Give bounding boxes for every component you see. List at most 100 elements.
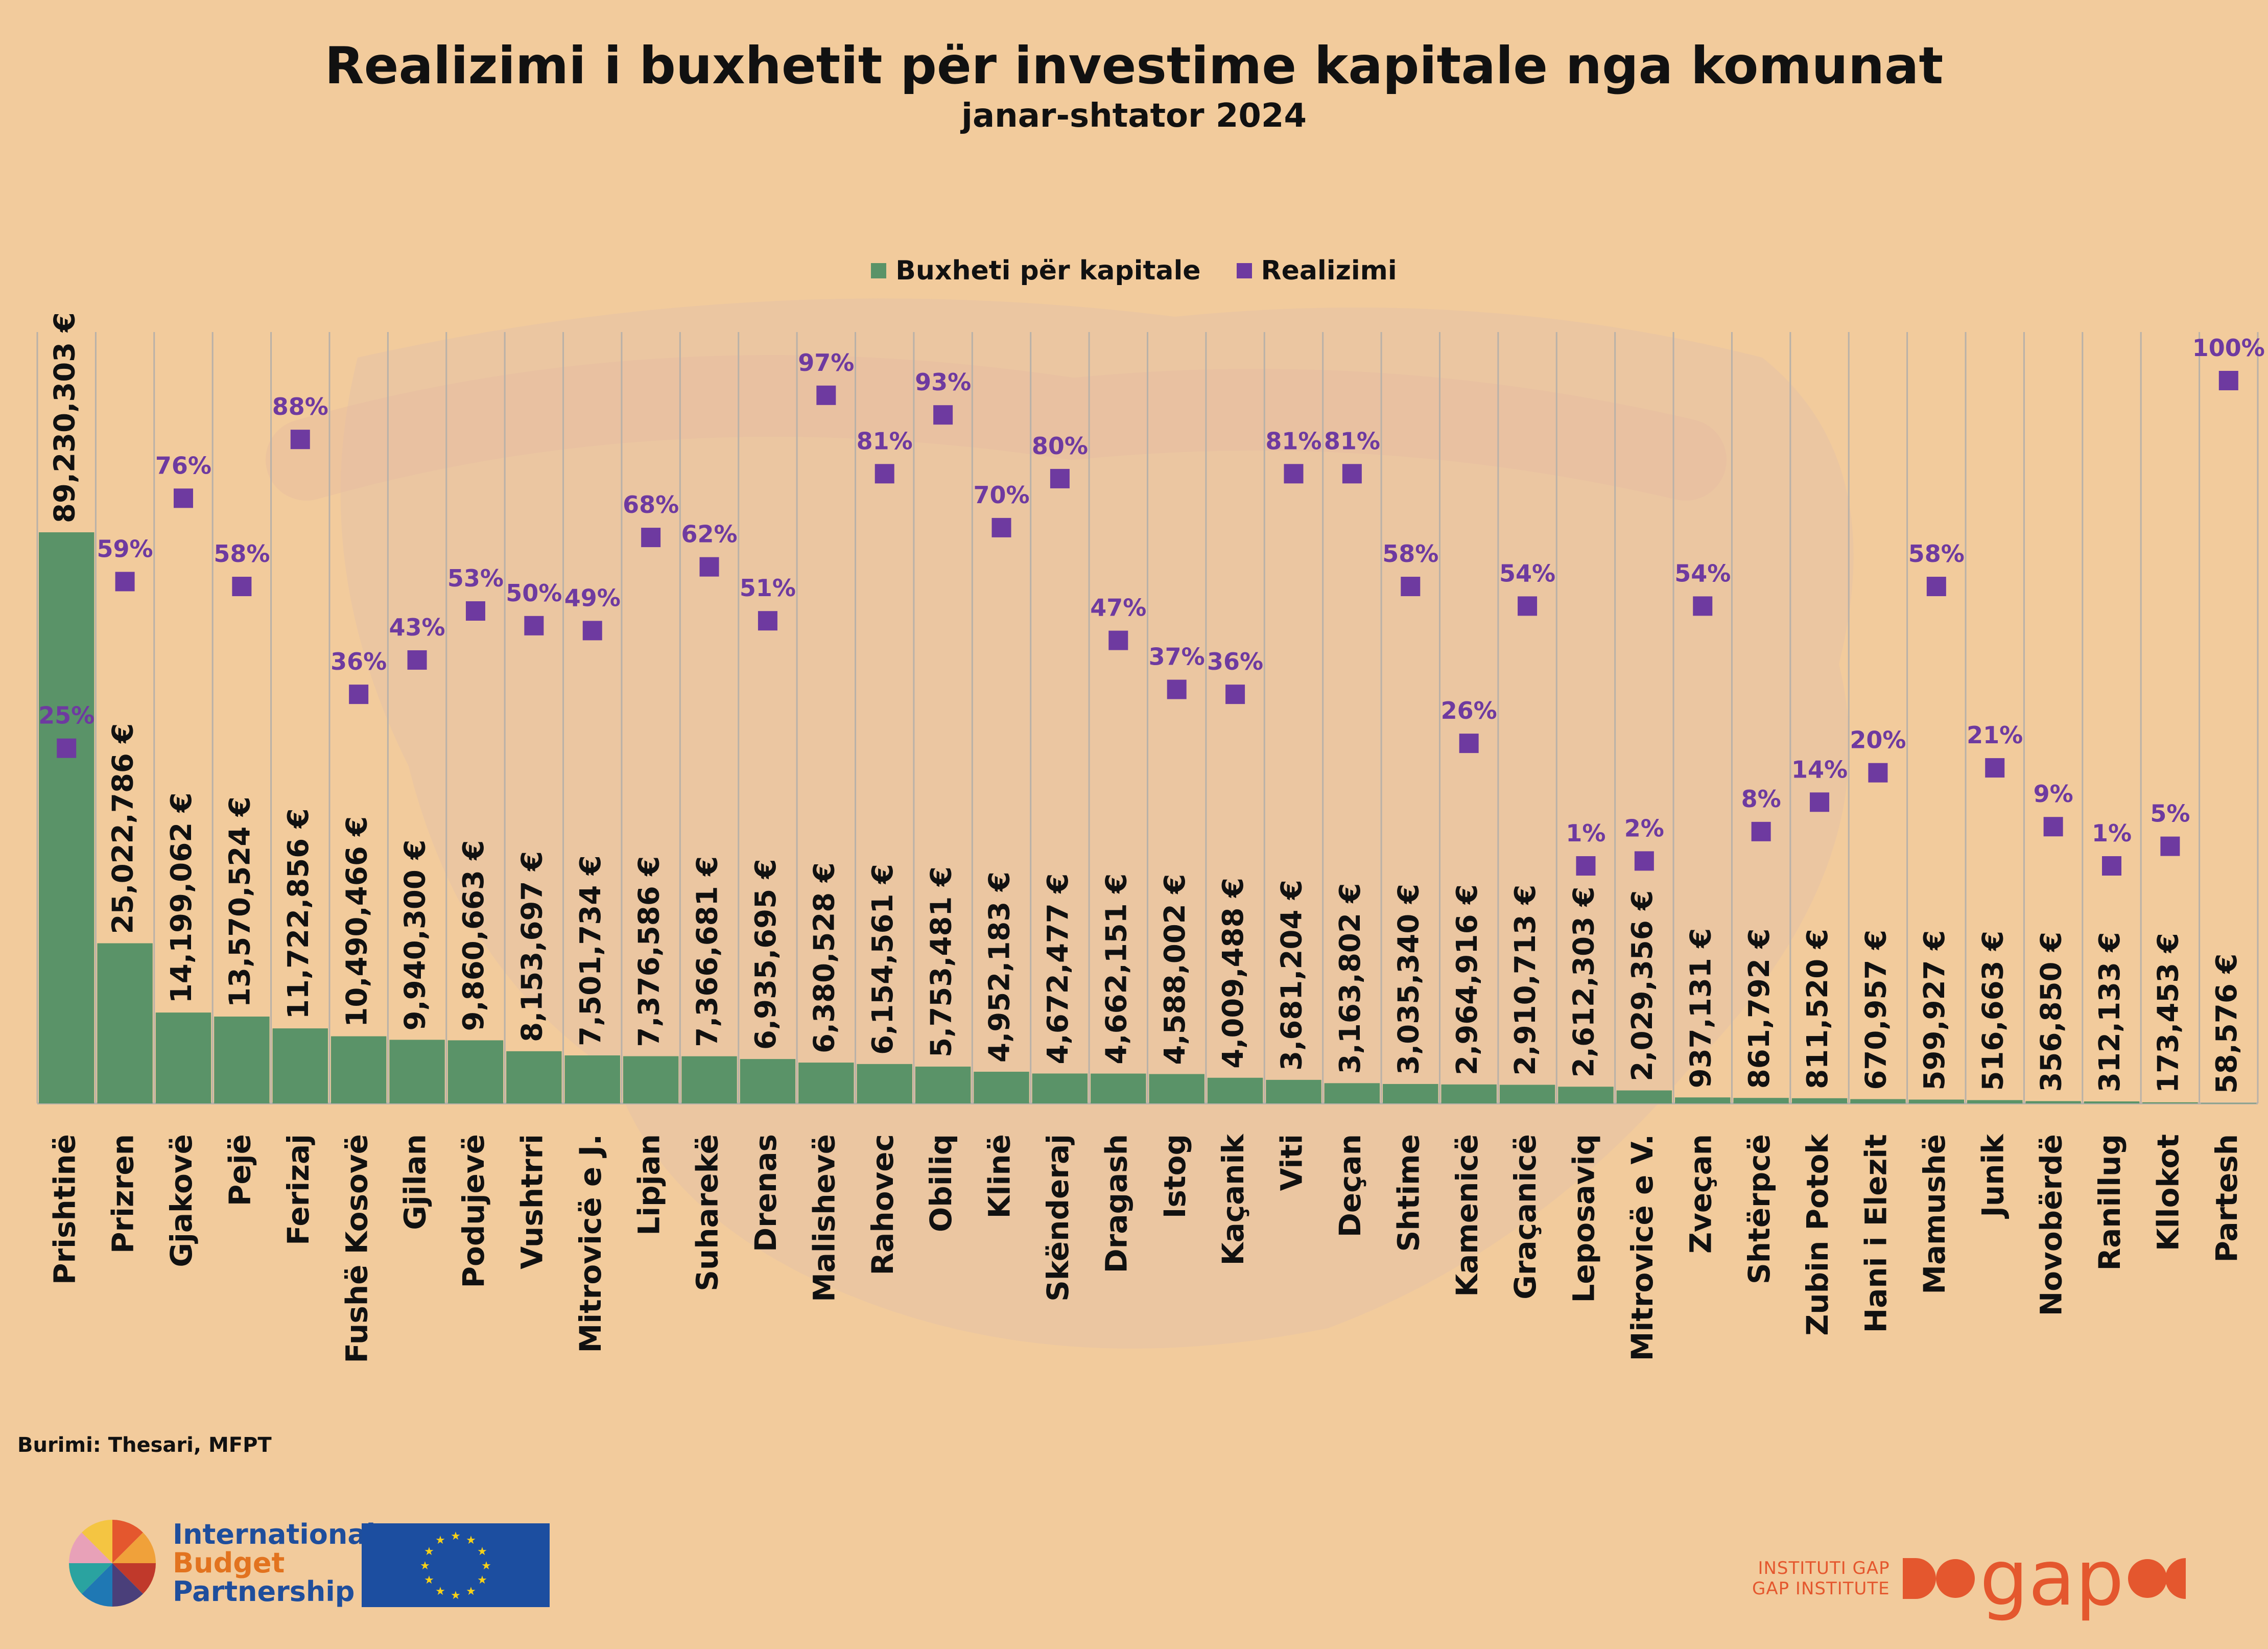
bar-value-label: 9,940,300 €: [399, 840, 432, 1031]
bar-25: [1499, 1085, 1555, 1103]
realization-label: 26%: [1441, 697, 1497, 724]
realization-point-36: [2160, 836, 2180, 856]
bar-value-label: 11,722,856 €: [282, 808, 315, 1019]
realization-label: 62%: [681, 521, 737, 548]
svg-text:★: ★: [477, 1545, 487, 1558]
category-label: Zveçan: [1683, 1134, 1718, 1254]
bar-value-label: 3,681,204 €: [1275, 880, 1309, 1071]
category-label: Deçan: [1333, 1134, 1367, 1237]
bar-1: [97, 943, 153, 1103]
realization-label: 14%: [1791, 756, 1848, 783]
category-label: Fushë Kosovë: [339, 1134, 374, 1363]
realization-point-31: [1868, 763, 1888, 783]
bar-35: [2084, 1101, 2140, 1103]
realization-label: 49%: [564, 584, 621, 611]
realization-label: 1%: [1566, 819, 1605, 847]
realization-point-5: [349, 685, 369, 704]
realization-label: 36%: [330, 648, 387, 675]
svg-text:★: ★: [420, 1560, 430, 1572]
bar-value-label: 3,163,802 €: [1334, 883, 1367, 1074]
category-label: Gjilan: [398, 1134, 433, 1230]
realization-point-25: [1518, 596, 1538, 616]
eu-stars-icon: ★ ★★ ★★★ ★★★ ★★★: [420, 1530, 491, 1602]
realization-label: 54%: [1499, 559, 1555, 587]
bar-23: [1383, 1083, 1438, 1103]
realization-label: 88%: [272, 393, 328, 420]
realization-label: 20%: [1850, 726, 1906, 754]
realization-point-18: [1108, 630, 1128, 650]
realization-point-30: [1810, 792, 1830, 812]
category-label: Partesh: [2209, 1134, 2244, 1263]
bar-value-label: 10,490,466 €: [340, 816, 373, 1027]
realization-point-32: [1926, 577, 1946, 597]
realization-point-28: [1693, 596, 1713, 616]
bar-29: [1733, 1098, 1789, 1103]
category-label: Ranillug: [2092, 1134, 2127, 1271]
svg-text:★: ★: [451, 1530, 461, 1543]
realization-label: 36%: [1207, 648, 1263, 675]
category-label: Malishevë: [807, 1134, 841, 1302]
gap-wordmark: gap: [1979, 1534, 2124, 1623]
category-label: Gjakovë: [164, 1134, 199, 1267]
legend-swatch-budget: [871, 263, 887, 278]
realization-label: 81%: [1324, 427, 1380, 455]
category-label: Pejë: [222, 1134, 257, 1206]
bar-value-label: 2,910,713 €: [1509, 885, 1542, 1076]
source-note: Burimi: Thesari, MFPT: [17, 1433, 272, 1457]
gap-line-1: INSTITUTI GAP: [1758, 1558, 1890, 1579]
realization-point-21: [1284, 464, 1304, 484]
bar-value-label: 6,380,528 €: [808, 862, 841, 1053]
bar-14: [857, 1064, 912, 1103]
svg-text:★: ★: [424, 1545, 434, 1558]
realization-label: 37%: [1149, 643, 1205, 671]
realization-point-13: [816, 385, 836, 405]
realization-point-3: [232, 577, 252, 597]
bar-value-label: 4,662,151 €: [1100, 874, 1133, 1065]
realization-label: 70%: [973, 481, 1029, 509]
svg-text:★: ★: [481, 1560, 491, 1572]
realization-point-29: [1751, 821, 1771, 841]
realization-point-10: [641, 528, 661, 548]
bar-2: [155, 1012, 211, 1103]
bar-22: [1324, 1083, 1380, 1103]
bar-value-label: 7,501,734 €: [574, 855, 607, 1046]
category-label: Zubin Potok: [1800, 1134, 1835, 1336]
bar-33: [1967, 1100, 2023, 1103]
bar-12: [740, 1059, 796, 1103]
svg-text:★: ★: [424, 1574, 434, 1587]
bar-7: [447, 1040, 504, 1103]
category-label: Prishtinë: [47, 1134, 82, 1285]
realization-label: 1%: [2092, 819, 2132, 847]
bar-24: [1441, 1084, 1497, 1103]
realization-label: 58%: [1382, 540, 1438, 568]
bar-value-label: 599,927 €: [1918, 930, 1951, 1091]
bar-value-label: 5,753,481 €: [925, 866, 958, 1057]
bar-11: [681, 1056, 737, 1103]
chart-title: Realizimi i buxhetit për investime kapit…: [324, 36, 1944, 96]
category-label: Mamushë: [1917, 1134, 1952, 1294]
category-label: Istog: [1157, 1134, 1192, 1218]
realization-point-22: [1342, 464, 1362, 484]
category-label: Dragash: [1099, 1134, 1133, 1273]
realization-label: 51%: [740, 574, 796, 602]
realization-label: 80%: [1032, 432, 1088, 460]
bar-0: [39, 532, 94, 1103]
realization-point-9: [582, 621, 602, 641]
realization-point-27: [1634, 851, 1654, 871]
bar-value-label: 2,029,356 €: [1626, 890, 1659, 1081]
realization-label: 76%: [155, 452, 211, 479]
realization-point-24: [1459, 734, 1479, 753]
realization-label: 81%: [1265, 427, 1321, 455]
realization-point-14: [875, 464, 894, 484]
bar-27: [1616, 1090, 1672, 1103]
category-label: Rahovec: [865, 1134, 900, 1275]
realization-label: 100%: [2192, 334, 2265, 362]
bar-4: [272, 1028, 328, 1103]
realization-label: 47%: [1090, 594, 1146, 622]
bar-value-label: 2,612,303 €: [1568, 887, 1601, 1078]
category-label: Klinë: [982, 1134, 1017, 1218]
category-label: Kamenicë: [1450, 1134, 1484, 1297]
svg-text:★: ★: [466, 1534, 476, 1547]
category-label: Mitrovicë e V.: [1625, 1134, 1660, 1361]
bar-value-label: 811,520 €: [1801, 929, 1834, 1089]
